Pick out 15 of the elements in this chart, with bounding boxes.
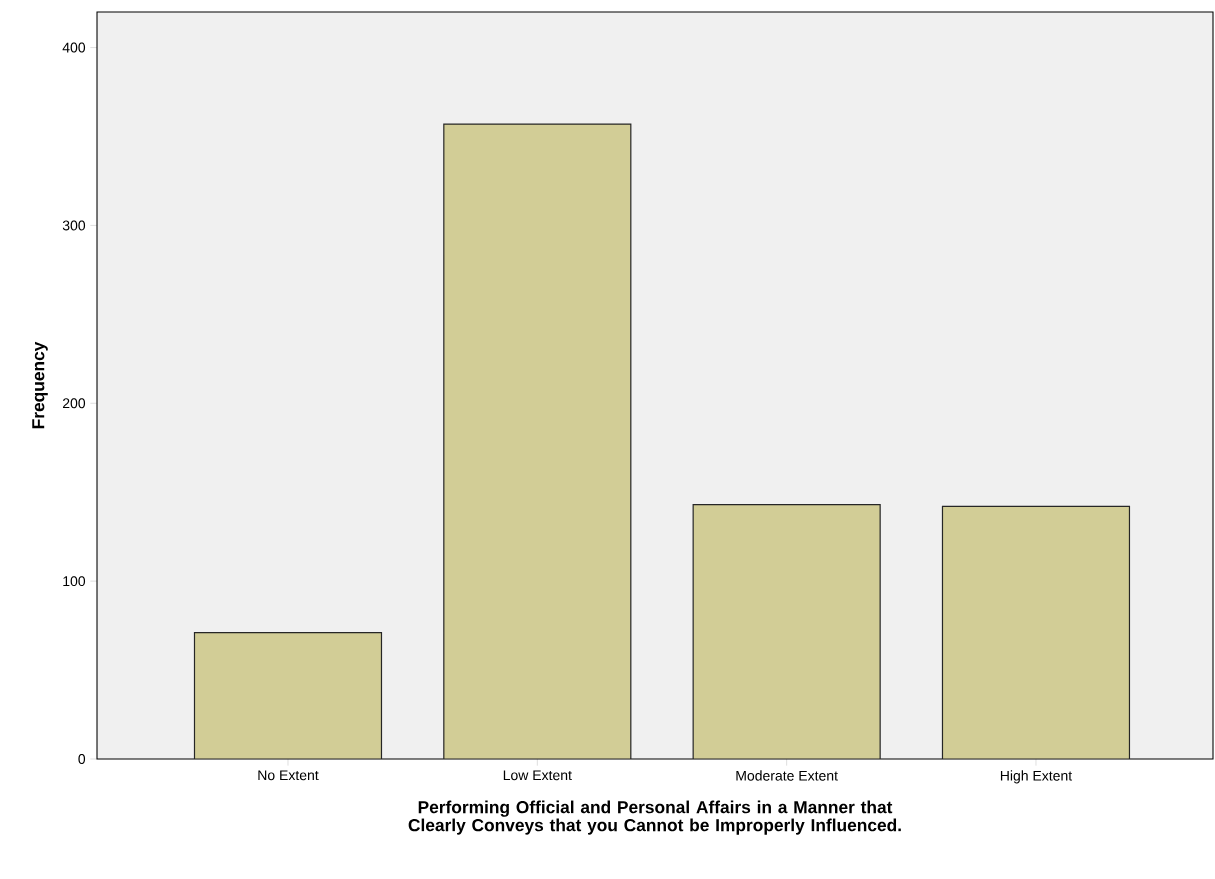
bar bbox=[692, 504, 881, 759]
y-tick-label: 100 bbox=[63, 576, 86, 587]
x-tick-label: Moderate Extent bbox=[736, 770, 838, 781]
y-tick-label: 400 bbox=[62, 42, 86, 53]
bar bbox=[443, 123, 632, 759]
y-tick-label: 200 bbox=[62, 398, 86, 409]
y-axis-title: Frequency bbox=[32, 341, 48, 429]
bar bbox=[941, 505, 1131, 759]
bar bbox=[194, 632, 382, 759]
x-axis-title: Performing Official and Personal Affairs in a Manner that Clearly Conveys that you Cannot be Improperly Influenced. bbox=[408, 800, 901, 835]
y-tick-label: 0 bbox=[78, 754, 86, 764]
y-tick-label: 300 bbox=[62, 220, 86, 231]
x-tick-label: High Extent bbox=[1000, 770, 1073, 784]
x-tick-label: Low Extent bbox=[503, 770, 572, 781]
x-tick-label: No Extent bbox=[258, 770, 319, 781]
